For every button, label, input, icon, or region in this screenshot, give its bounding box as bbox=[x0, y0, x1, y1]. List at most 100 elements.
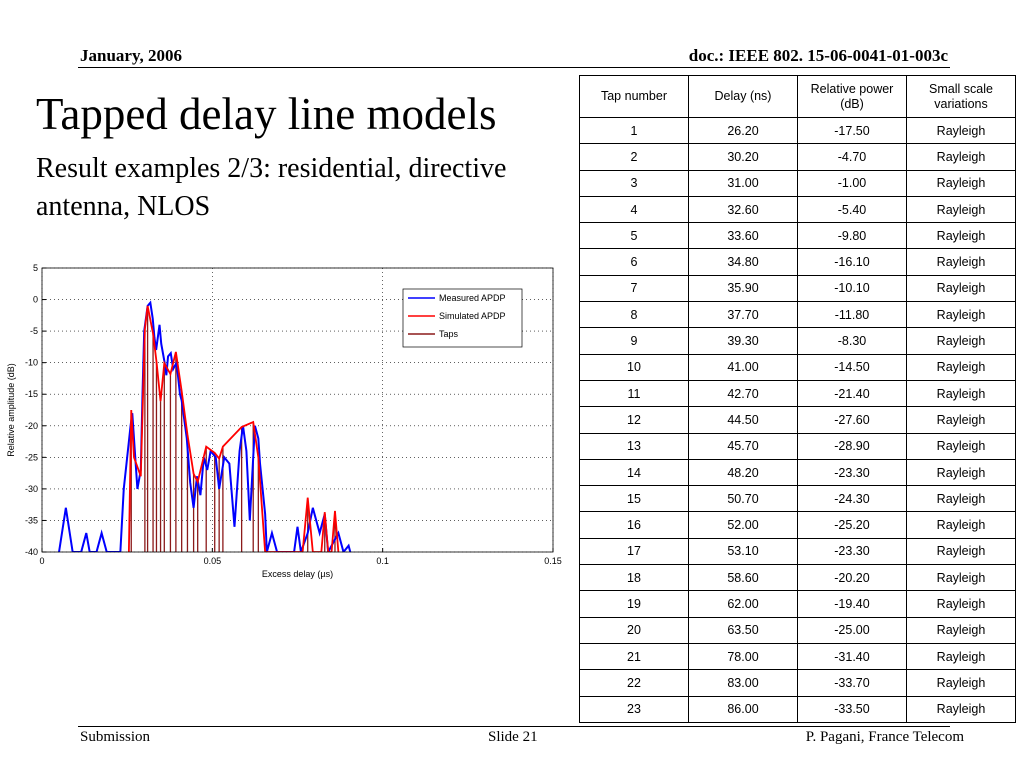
tap-table: Tap number Delay (ns) Relative power (dB) S… bbox=[579, 75, 1016, 723]
y-tick-label: -5 bbox=[30, 326, 38, 336]
table-row: 9 39.30 -8.30 Rayleigh bbox=[579, 327, 1016, 355]
table-cell: 41.00 bbox=[688, 353, 798, 381]
table-cell: 42.70 bbox=[688, 379, 798, 408]
table-cell: 5 bbox=[579, 222, 689, 250]
table-row: 1 26.20 -17.50 Rayleigh bbox=[579, 116, 1016, 145]
table-row: 18 58.60 -20.20 Rayleigh bbox=[579, 564, 1016, 592]
table-cell: Rayleigh bbox=[906, 432, 1016, 460]
table-cell: 6 bbox=[579, 248, 689, 276]
header-rule bbox=[78, 67, 950, 68]
table-cell: -24.30 bbox=[797, 485, 907, 513]
table-cell: Rayleigh bbox=[906, 458, 1016, 487]
y-tick-label: 5 bbox=[33, 263, 38, 273]
table-cell: 15 bbox=[579, 485, 689, 513]
legend-label: Simulated APDP bbox=[439, 311, 506, 321]
table-cell: -31.40 bbox=[797, 642, 907, 671]
table-row: 5 33.60 -9.80 Rayleigh bbox=[579, 222, 1016, 250]
table-cell: 26.20 bbox=[688, 116, 798, 145]
table-cell: Rayleigh bbox=[906, 353, 1016, 381]
column-header: Delay (ns) bbox=[688, 75, 798, 118]
table-cell: Rayleigh bbox=[906, 511, 1016, 539]
column-header: Tap number bbox=[579, 75, 689, 118]
y-tick-label: -30 bbox=[25, 484, 38, 494]
table-row: 17 53.10 -23.30 Rayleigh bbox=[579, 537, 1016, 566]
table-cell: -8.30 bbox=[797, 327, 907, 355]
table-header: Tap number Delay (ns) Relative power (dB) S… bbox=[579, 75, 1016, 118]
table-cell: -20.20 bbox=[797, 564, 907, 592]
table-cell: 18 bbox=[579, 564, 689, 592]
footer-center: Slide 21 bbox=[488, 729, 538, 745]
table-cell: 23 bbox=[579, 695, 689, 723]
table-cell: 32.60 bbox=[688, 195, 798, 224]
table-cell: -23.30 bbox=[797, 458, 907, 487]
table-cell: -19.40 bbox=[797, 590, 907, 618]
table-row: 11 42.70 -21.40 Rayleigh bbox=[579, 379, 1016, 408]
table-cell: 86.00 bbox=[688, 695, 798, 723]
table-row: 19 62.00 -19.40 Rayleigh bbox=[579, 590, 1016, 618]
table-row: 8 37.70 -11.80 Rayleigh bbox=[579, 301, 1016, 329]
table-cell: 22 bbox=[579, 669, 689, 697]
x-tick-label: 0.05 bbox=[204, 556, 222, 566]
table-cell: 58.60 bbox=[688, 564, 798, 592]
table-cell: Rayleigh bbox=[906, 590, 1016, 618]
table-cell: Rayleigh bbox=[906, 642, 1016, 671]
table-cell: 3 bbox=[579, 169, 689, 197]
table-cell: 16 bbox=[579, 511, 689, 539]
table-cell: Rayleigh bbox=[906, 485, 1016, 513]
x-tick-label: 0.1 bbox=[376, 556, 389, 566]
table-cell: 8 bbox=[579, 301, 689, 329]
series-line bbox=[127, 305, 340, 552]
table-cell: -16.10 bbox=[797, 248, 907, 276]
table-cell: Rayleigh bbox=[906, 116, 1016, 145]
plot-marks bbox=[58, 300, 352, 552]
table-row: 13 45.70 -28.90 Rayleigh bbox=[579, 432, 1016, 460]
table-cell: Rayleigh bbox=[906, 195, 1016, 224]
table-cell: Rayleigh bbox=[906, 695, 1016, 723]
legend-label: Measured APDP bbox=[439, 293, 506, 303]
table-row: 20 63.50 -25.00 Rayleigh bbox=[579, 616, 1016, 644]
y-tick-label: 0 bbox=[33, 295, 38, 305]
x-axis-label: Excess delay (µs) bbox=[262, 569, 333, 579]
y-tick-label: -20 bbox=[25, 421, 38, 431]
table-cell: 12 bbox=[579, 406, 689, 434]
plot-frame bbox=[41, 267, 554, 553]
table-cell: -14.50 bbox=[797, 353, 907, 381]
table-cell: 19 bbox=[579, 590, 689, 618]
table-cell: Rayleigh bbox=[906, 379, 1016, 408]
table-cell: Rayleigh bbox=[906, 669, 1016, 697]
table-row: 16 52.00 -25.20 Rayleigh bbox=[579, 511, 1016, 539]
table-cell: 63.50 bbox=[688, 616, 798, 644]
table-cell: 14 bbox=[579, 458, 689, 487]
table-cell: 20 bbox=[579, 616, 689, 644]
table-cell: 50.70 bbox=[688, 485, 798, 513]
x-tick-label: 0.15 bbox=[544, 556, 562, 566]
table-cell: 37.70 bbox=[688, 301, 798, 329]
table-cell: 31.00 bbox=[688, 169, 798, 197]
table-cell: 13 bbox=[579, 432, 689, 460]
table-cell: -23.30 bbox=[797, 537, 907, 566]
y-axis-label: Relative amplitude (dB) bbox=[6, 363, 16, 457]
slide-subtitle: Result examples 2/3: residential, direct… bbox=[36, 153, 507, 222]
table-cell: 78.00 bbox=[688, 642, 798, 671]
table-cell: 11 bbox=[579, 379, 689, 408]
table-cell: 34.80 bbox=[688, 248, 798, 276]
table-cell: 35.90 bbox=[688, 274, 798, 303]
table-row: 14 48.20 -23.30 Rayleigh bbox=[579, 458, 1016, 487]
table-cell: Rayleigh bbox=[906, 222, 1016, 250]
table-cell: -25.20 bbox=[797, 511, 907, 539]
column-header: Relative power (dB) bbox=[797, 75, 907, 118]
table-cell: 62.00 bbox=[688, 590, 798, 618]
table-cell: 17 bbox=[579, 537, 689, 566]
table-cell: Rayleigh bbox=[906, 169, 1016, 197]
footer-left: Submission bbox=[80, 729, 151, 745]
table-cell: Rayleigh bbox=[906, 564, 1016, 592]
table-row: 6 34.80 -16.10 Rayleigh bbox=[579, 248, 1016, 276]
footer-right: P. Pagani, France Telecom bbox=[805, 729, 964, 745]
table-cell: -4.70 bbox=[797, 143, 907, 171]
table-row: 3 31.00 -1.00 Rayleigh bbox=[579, 169, 1016, 197]
table-row: 7 35.90 -10.10 Rayleigh bbox=[579, 274, 1016, 303]
table-cell: 9 bbox=[579, 327, 689, 355]
table-cell: 48.20 bbox=[688, 458, 798, 487]
table-cell: 21 bbox=[579, 642, 689, 671]
